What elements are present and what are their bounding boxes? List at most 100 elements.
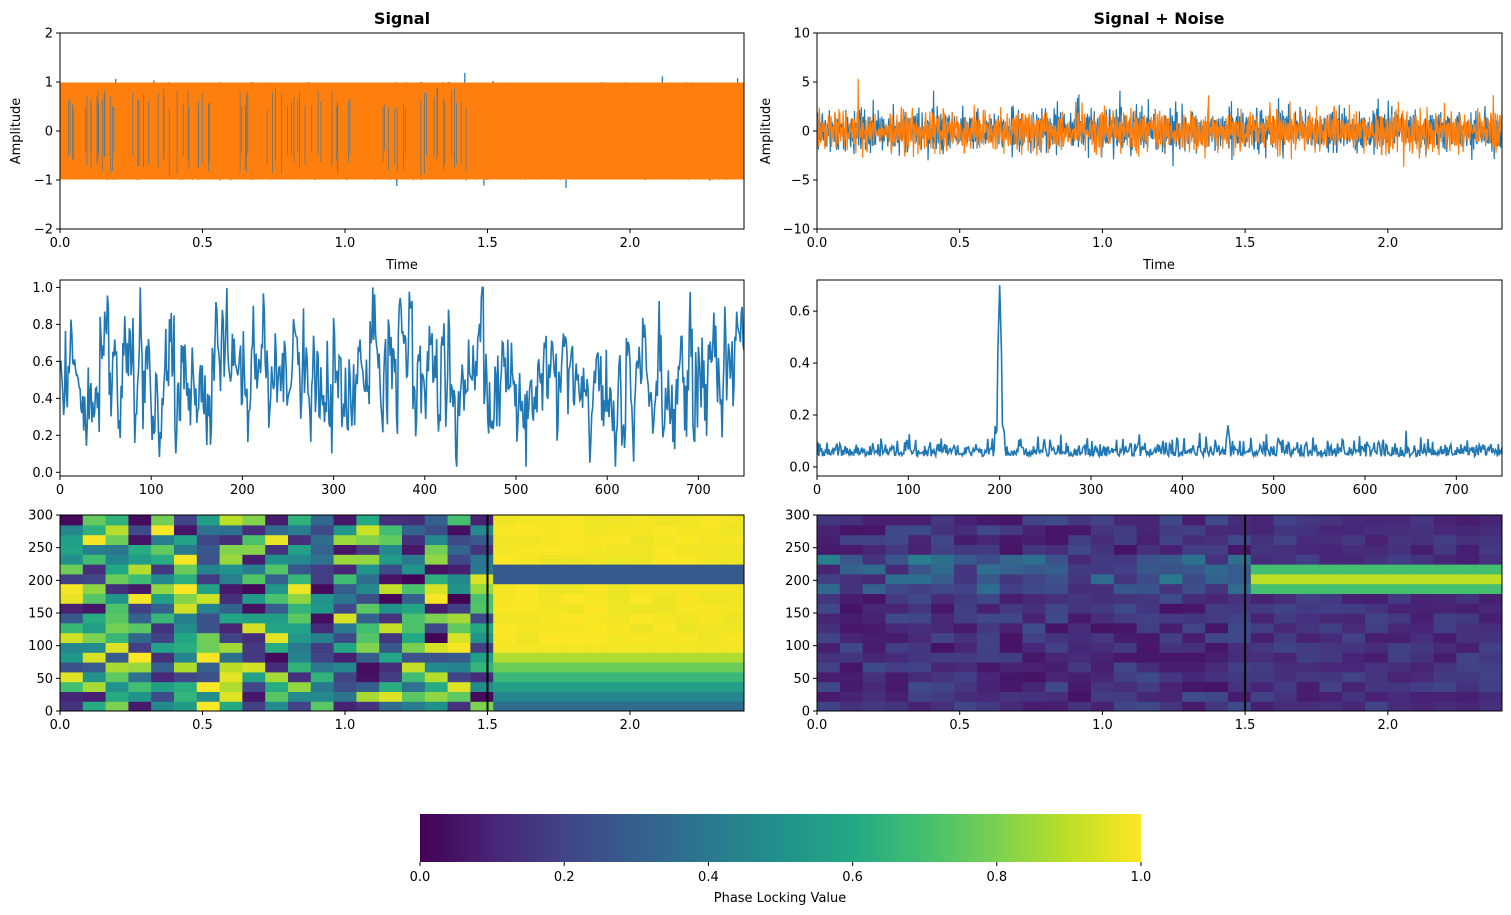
y-tick-label: −5 — [791, 174, 810, 189]
heatmap-cell — [288, 593, 312, 604]
heatmap-cell — [817, 613, 841, 624]
heatmap-cell — [1433, 701, 1457, 711]
y-tick-label: −1 — [34, 174, 53, 189]
heatmap-cell — [931, 613, 955, 624]
heatmap-cell — [954, 564, 978, 575]
heatmap-cell — [128, 515, 152, 526]
signal-noise-ylabel: Amplitude — [759, 98, 774, 165]
heatmap-cell — [151, 681, 175, 692]
heatmap-cell — [1113, 632, 1138, 643]
heatmap-cell — [60, 691, 84, 702]
heatmap-cell — [817, 652, 841, 663]
heatmap-cell — [1068, 564, 1092, 575]
heatmap-cell — [1228, 642, 1252, 653]
heatmap-cell — [561, 662, 585, 673]
heatmap-cell — [82, 554, 107, 565]
heatmap-cell — [1296, 613, 1320, 624]
heatmap-cell — [105, 564, 129, 575]
heatmap-cell — [470, 564, 494, 575]
y-tick-label: 250 — [28, 541, 53, 556]
heatmap-cell — [402, 691, 426, 702]
heatmap-cell — [1250, 554, 1275, 565]
heatmap-cell — [885, 583, 909, 594]
heatmap-cell — [310, 681, 335, 692]
heatmap-cell — [1205, 593, 1229, 604]
heatmap-cell — [1342, 662, 1366, 673]
heatmap-cell — [1045, 622, 1069, 634]
heatmap-cell — [698, 622, 722, 634]
heatmap-cell — [1342, 652, 1366, 663]
heatmap-cell — [356, 652, 380, 663]
heatmap-cell — [1113, 564, 1138, 575]
heatmap-cell — [1456, 564, 1480, 575]
heatmap-cell — [698, 564, 722, 575]
heatmap-cell — [1365, 573, 1389, 585]
heatmap-cell — [976, 524, 1001, 536]
y-tick-label: 5 — [802, 76, 810, 91]
heatmap-cell — [839, 544, 864, 555]
heatmap-cell — [288, 554, 312, 565]
heatmap-cell — [151, 583, 175, 594]
heatmap-cell — [1479, 613, 1502, 624]
heatmap-cell — [424, 573, 449, 585]
heatmap-cell — [630, 622, 654, 634]
heatmap-cell — [333, 593, 357, 604]
heatmap-cell — [839, 632, 864, 643]
heatmap-cell — [584, 515, 608, 526]
x-tick-label: 500 — [1261, 483, 1286, 498]
heatmap-cell — [954, 632, 978, 643]
heatmap-cell — [652, 593, 677, 604]
heatmap-cell — [82, 622, 107, 634]
heatmap-cell — [470, 622, 494, 634]
heatmap-cell — [447, 691, 471, 702]
heatmap-cell — [1159, 583, 1183, 594]
heatmap-cell — [862, 671, 887, 683]
heatmap-cell — [1068, 652, 1092, 663]
heatmap-cell — [1068, 524, 1092, 536]
heatmap-cell — [333, 564, 357, 575]
heatmap-cell — [1068, 701, 1092, 711]
heatmap-cell — [196, 642, 221, 653]
heatmap-cell — [1365, 642, 1389, 653]
x-tick-label: 200 — [230, 483, 255, 498]
heatmap-cell — [424, 534, 449, 545]
heatmap-cell — [630, 554, 654, 565]
heatmap-cell — [82, 524, 107, 536]
heatmap-cell — [310, 544, 335, 555]
heatmap-cell — [265, 564, 289, 575]
heatmap-cell — [999, 691, 1024, 702]
heatmap-cell — [1022, 613, 1046, 624]
heatmap-cell — [630, 564, 654, 575]
heatmap-cell — [885, 622, 909, 634]
heatmap-cell — [698, 701, 722, 711]
heatmap-cell — [954, 515, 978, 526]
heatmap-cell — [908, 554, 932, 565]
heatmap-cell — [219, 515, 243, 526]
heatmap-cell — [607, 573, 631, 585]
heatmap-cell — [721, 642, 744, 653]
heatmap-cell — [584, 544, 608, 555]
x-tick-label: 1.0 — [335, 718, 356, 733]
heatmap-cell — [470, 642, 494, 653]
heatmap-cell — [1250, 564, 1275, 575]
heatmap-cell — [976, 671, 1001, 683]
heatmap-cell — [424, 583, 449, 594]
heatmap-cell — [885, 534, 909, 545]
heatmap-cell — [817, 632, 841, 643]
heatmap-cell — [1205, 701, 1229, 711]
heatmap-cell — [470, 701, 494, 711]
x-tick-label: 0.5 — [192, 718, 213, 733]
heatmap-cell — [1205, 515, 1229, 526]
heatmap-cell — [82, 642, 107, 653]
heatmap-cell — [561, 524, 585, 536]
heatmap-cell — [516, 662, 540, 673]
heatmap-cell — [1273, 652, 1298, 663]
heatmap-cell — [1342, 671, 1366, 683]
heatmap-cell — [1387, 593, 1412, 604]
heatmap-cell — [1479, 534, 1502, 545]
heatmap-cell — [561, 632, 585, 643]
heatmap-cell — [630, 534, 654, 545]
heatmap-cell — [931, 515, 955, 526]
heatmap-cell — [310, 632, 335, 643]
heatmap-cell — [862, 622, 887, 634]
